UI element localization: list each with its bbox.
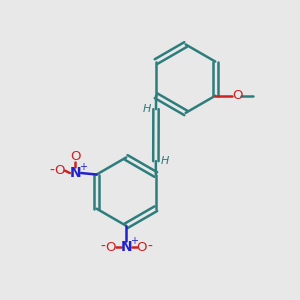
Text: -: - <box>100 240 105 254</box>
Text: O: O <box>55 164 65 177</box>
Text: O: O <box>106 241 116 254</box>
Text: -: - <box>148 240 152 254</box>
Text: +: + <box>130 236 138 246</box>
Text: H: H <box>142 104 151 114</box>
Text: N: N <box>69 166 81 180</box>
Text: O: O <box>70 150 80 163</box>
Text: O: O <box>136 241 147 254</box>
Text: O: O <box>232 89 243 102</box>
Text: H: H <box>161 156 170 166</box>
Text: +: + <box>79 162 87 172</box>
Text: N: N <box>120 240 132 254</box>
Text: -: - <box>49 164 54 178</box>
